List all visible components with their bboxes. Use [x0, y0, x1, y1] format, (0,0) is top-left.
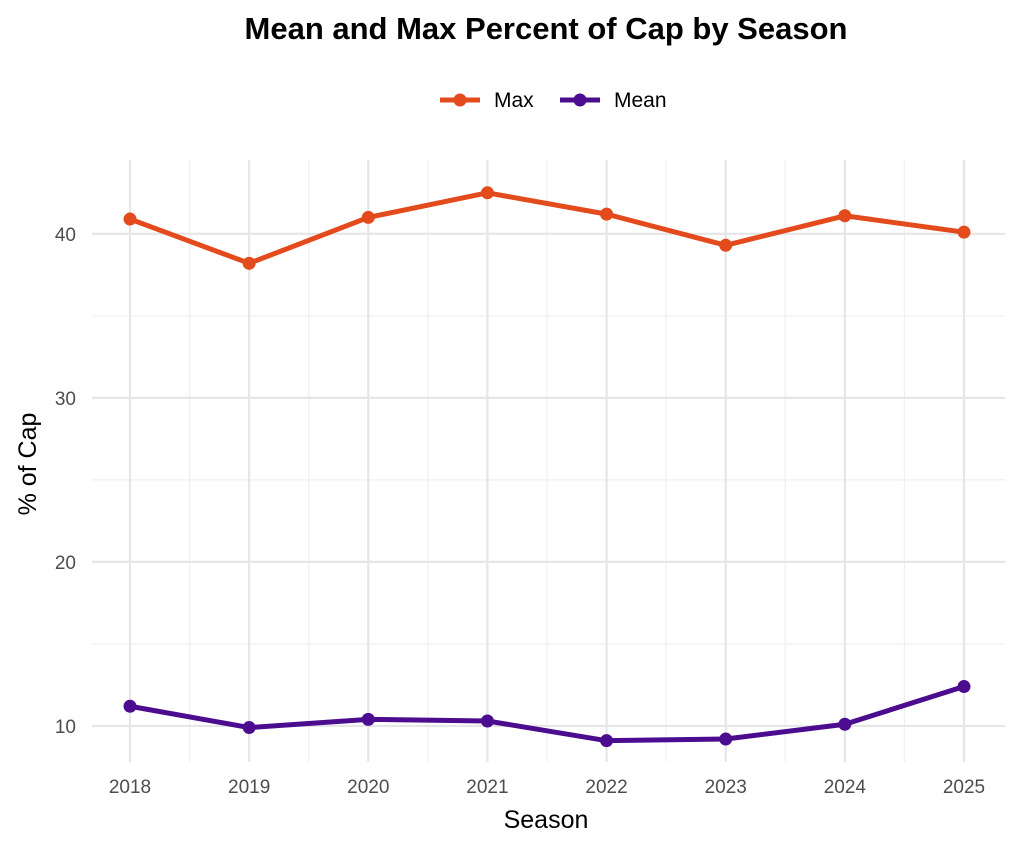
series-line-mean — [127, 684, 967, 744]
data-point-mean-2018 — [123, 699, 137, 713]
x-axis-ticks: 2018 2019 2020 2021 2022 2023 2024 2025 — [109, 777, 985, 798]
data-point-max-2021 — [480, 186, 494, 200]
x-tick-label: 2021 — [466, 777, 508, 798]
data-point-mean-2020 — [361, 712, 375, 726]
data-point-mean-2019 — [242, 721, 256, 735]
data-point-mean-2023 — [719, 732, 733, 746]
data-point-max-2019 — [242, 256, 256, 270]
y-tick-label: 40 — [55, 225, 76, 246]
y-axis-ticks: 10 20 30 40 — [55, 225, 76, 738]
data-point-max-2023 — [719, 238, 733, 252]
series-mean — [123, 680, 971, 748]
x-tick-label: 2018 — [109, 777, 151, 798]
data-point-max-2018 — [123, 212, 137, 226]
legend-label-mean: Mean — [614, 89, 667, 112]
plot-grid — [92, 160, 1005, 762]
data-point-mean-2022 — [600, 734, 614, 748]
legend: Max Mean — [440, 89, 667, 112]
chart-title: Mean and Max Percent of Cap by Season — [245, 11, 848, 46]
x-tick-label: 2024 — [824, 777, 867, 798]
series-layer — [123, 186, 971, 748]
legend-item-max: Max — [440, 89, 534, 112]
legend-item-mean: Mean — [560, 89, 667, 112]
y-tick-label: 30 — [55, 389, 76, 410]
legend-key-point-mean — [573, 93, 587, 107]
series-max — [123, 186, 971, 270]
y-axis-title: % of Cap — [14, 413, 42, 516]
legend-label-max: Max — [494, 89, 534, 112]
x-tick-label: 2020 — [347, 777, 389, 798]
series-line-max — [127, 190, 967, 266]
data-point-max-2020 — [361, 210, 375, 224]
data-point-mean-2024 — [838, 717, 852, 731]
y-tick-label: 20 — [55, 553, 76, 574]
x-tick-label: 2022 — [585, 777, 627, 798]
data-point-max-2022 — [600, 207, 614, 221]
data-point-max-2025 — [957, 225, 971, 239]
x-tick-label: 2019 — [228, 777, 270, 798]
x-tick-label: 2025 — [943, 777, 985, 798]
y-tick-label: 10 — [55, 717, 76, 738]
x-axis-title: Season — [504, 806, 589, 834]
data-point-mean-2021 — [480, 714, 494, 728]
data-point-mean-2025 — [957, 680, 971, 694]
data-point-max-2024 — [838, 209, 852, 223]
x-tick-label: 2023 — [705, 777, 747, 798]
legend-key-point-max — [453, 93, 467, 107]
